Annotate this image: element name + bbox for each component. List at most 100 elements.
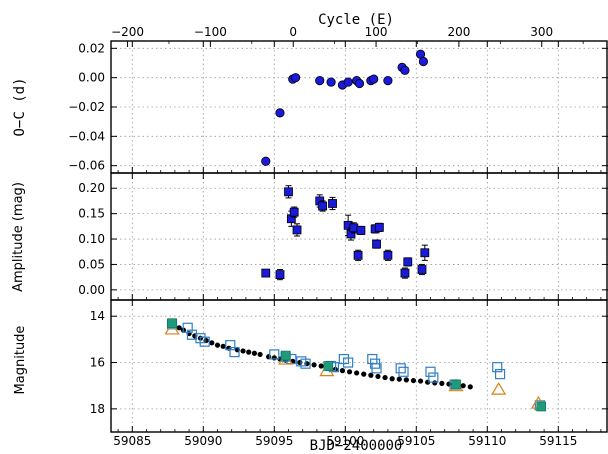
amplitude-point bbox=[372, 239, 381, 249]
oc-point bbox=[400, 65, 410, 75]
lightcurve-dot bbox=[389, 376, 395, 382]
x-tick-label: 59085 bbox=[113, 434, 151, 448]
lightcurve-dot bbox=[339, 368, 346, 374]
top-x-axis-title: Cycle (E) bbox=[318, 12, 394, 28]
lightcurve-open-square bbox=[371, 363, 382, 374]
lightcurve-dot bbox=[432, 380, 438, 386]
lightcurve-open-square bbox=[300, 358, 311, 369]
lightcurve-dot bbox=[354, 370, 360, 376]
marks-layer bbox=[164, 49, 547, 412]
lightcurve-y-tick-label: 18 bbox=[90, 402, 105, 416]
lightcurve-dot bbox=[240, 348, 246, 354]
x-tick-label: 59110 bbox=[468, 434, 506, 448]
oc-point bbox=[315, 76, 325, 86]
amplitude-y-tick-label: 0.05 bbox=[78, 257, 105, 271]
amplitude-point bbox=[275, 270, 285, 280]
lightcurve-dot bbox=[410, 377, 417, 384]
lightcurve-filled-square bbox=[323, 361, 334, 371]
lightcurve-filled-square bbox=[167, 318, 177, 328]
lightcurve-dot bbox=[246, 349, 252, 355]
top-x-tick-label: −100 bbox=[194, 25, 227, 39]
top-x-tick-label: 0 bbox=[289, 25, 297, 39]
amplitude-point bbox=[318, 201, 327, 211]
amplitude-point bbox=[292, 225, 302, 235]
oc-y-tick-label: −0.06 bbox=[68, 159, 105, 173]
lightcurve-dot bbox=[214, 342, 221, 348]
lightcurve-dot bbox=[209, 340, 215, 346]
lightcurve-open-square bbox=[229, 347, 240, 358]
x-tick-label: 59095 bbox=[255, 434, 293, 448]
lightcurve-open-square bbox=[343, 357, 354, 368]
oc-y-tick-label: 0.00 bbox=[78, 71, 105, 85]
x-tick-label: 59100 bbox=[326, 434, 364, 448]
lightcurve-dot bbox=[361, 371, 367, 377]
frames-layer bbox=[110, 40, 608, 433]
lightcurve-dot bbox=[396, 376, 402, 382]
oc-point bbox=[275, 108, 285, 118]
lightcurve-dot bbox=[460, 383, 466, 389]
x-tick-label: 59105 bbox=[397, 434, 435, 448]
magnitude-y-axis-title: Magnitude bbox=[13, 326, 28, 395]
amplitude-y-tick-label: 0.20 bbox=[78, 181, 105, 195]
oc-point bbox=[354, 78, 365, 89]
top-x-tick-label: 100 bbox=[365, 25, 388, 39]
lightcurve-open-square bbox=[398, 366, 409, 377]
amplitude-point bbox=[284, 187, 293, 197]
lightcurve-panel-frame bbox=[110, 299, 608, 433]
lightcurve-dot bbox=[346, 369, 353, 375]
lightcurve-open-square bbox=[269, 349, 280, 360]
amplitude-point bbox=[353, 250, 363, 260]
lightcurve-dot bbox=[368, 372, 374, 378]
amplitude-y-tick-label: 0.10 bbox=[78, 232, 105, 246]
amplitude-point bbox=[374, 222, 384, 232]
amplitude-point bbox=[356, 226, 366, 235]
lightcurve-dot bbox=[446, 381, 452, 387]
x-tick-label: 59115 bbox=[539, 434, 577, 448]
labels-layer: Cycle (E) BJD−2400000 O−C (d) Amplitude … bbox=[11, 12, 577, 454]
amplitude-point bbox=[400, 268, 410, 278]
amplitude-y-axis-title: Amplitude (mag) bbox=[11, 182, 26, 292]
lightcurve-open-square bbox=[428, 372, 439, 383]
lightcurve-dot bbox=[297, 359, 303, 366]
lightcurve-open-square bbox=[494, 369, 506, 380]
amplitude-point bbox=[403, 257, 413, 267]
grid-layer bbox=[111, 41, 608, 432]
lightcurve-dot bbox=[318, 363, 324, 369]
lightcurve-dot bbox=[271, 355, 277, 361]
oc-y-tick-label: −0.04 bbox=[68, 129, 105, 143]
oc-point bbox=[343, 77, 353, 87]
lightcurve-dot bbox=[375, 373, 381, 380]
x-tick-label: 59090 bbox=[184, 434, 222, 448]
lightcurve-dot bbox=[417, 378, 424, 384]
oc-y-tick-label: −0.02 bbox=[68, 100, 105, 114]
amplitude-point bbox=[328, 199, 337, 208]
lightcurve-open-triangle bbox=[491, 381, 507, 395]
lightcurve-filled-square bbox=[536, 401, 547, 412]
amplitude-point bbox=[383, 250, 393, 260]
lightcurve-dot bbox=[251, 350, 258, 356]
lightcurve-filled-square bbox=[451, 379, 461, 390]
oc-point bbox=[261, 156, 271, 166]
lightcurve-y-tick-label: 16 bbox=[90, 356, 105, 370]
lightcurve-open-square bbox=[492, 362, 503, 373]
oc-y-axis-title: O−C (d) bbox=[12, 77, 28, 136]
lightcurve-open-triangle bbox=[164, 321, 180, 335]
lightcurve-open-square bbox=[425, 366, 436, 377]
amplitude-point bbox=[289, 207, 299, 217]
top-x-tick-label: 200 bbox=[447, 25, 470, 39]
amplitude-panel-frame bbox=[110, 172, 608, 301]
lightcurve-open-square bbox=[199, 336, 210, 347]
amplitude-y-tick-label: 0.15 bbox=[78, 207, 105, 221]
oc-point bbox=[418, 56, 428, 67]
amplitude-point bbox=[261, 268, 271, 278]
oc-point bbox=[369, 74, 379, 84]
lightcurve-dot bbox=[311, 362, 317, 368]
oc-point bbox=[326, 77, 336, 87]
lightcurve-filled-square bbox=[280, 350, 291, 361]
oc-y-tick-label: 0.02 bbox=[78, 41, 105, 55]
lightcurve-dot bbox=[257, 351, 263, 358]
oc-point bbox=[290, 73, 301, 83]
lightcurve-dot bbox=[439, 380, 445, 386]
x-axis-title: BJD−2400000 bbox=[310, 438, 403, 454]
